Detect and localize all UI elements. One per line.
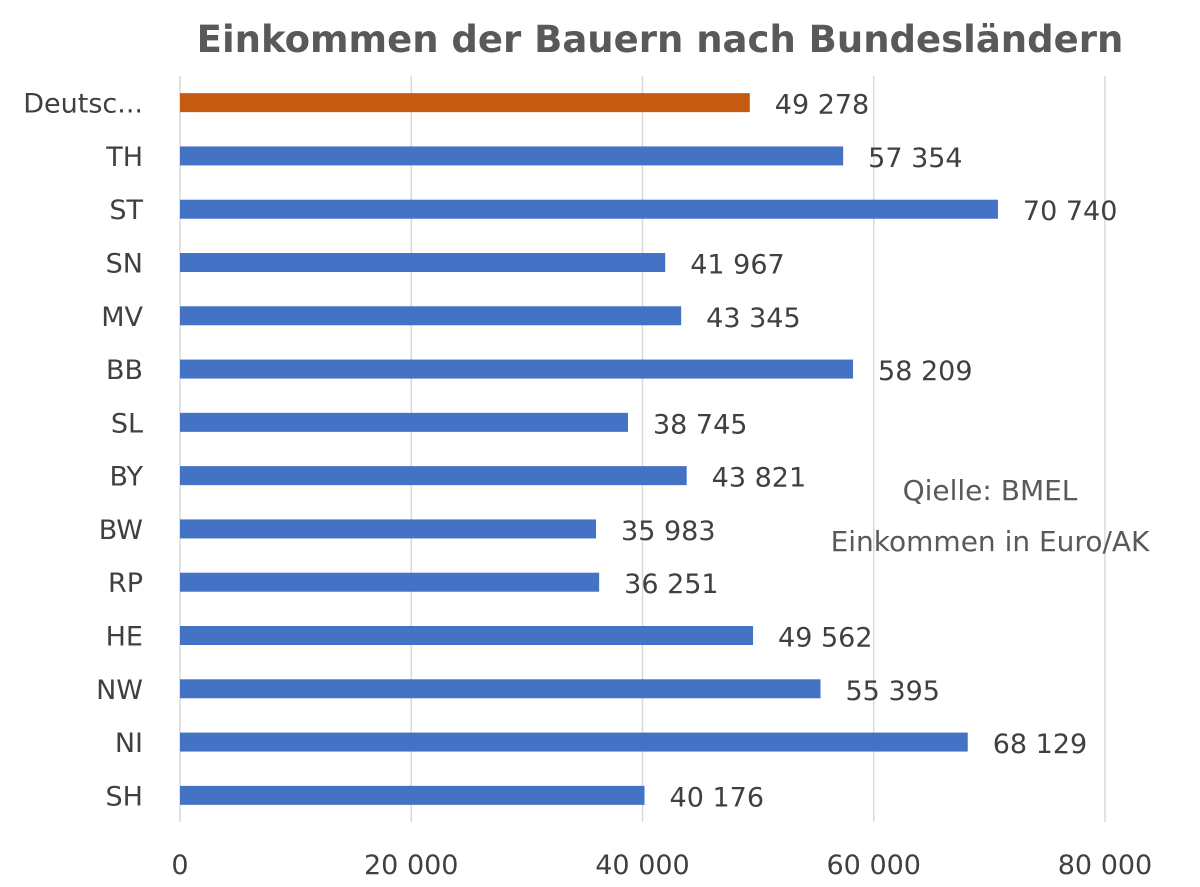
data-labels: 49 278 57 354 70 740 41 967 43 345 58 209 38 7… bbox=[621, 90, 1117, 814]
data-label: 55 395 bbox=[846, 676, 940, 707]
bar-SL bbox=[180, 412, 628, 432]
category-labels: Deutsc... TH ST SN MV BB SL BY BW RP HE NW NI SH bbox=[23, 89, 143, 813]
category-label: BY bbox=[109, 462, 143, 493]
x-axis-ticks: 0 20 000 40 000 60 000 80 000 bbox=[171, 850, 1152, 881]
chart-title: Einkommen der Bauern nach Bundesländern bbox=[197, 18, 1124, 61]
bar-Deutsc... bbox=[180, 93, 750, 113]
category-label: TH bbox=[105, 142, 143, 173]
category-label: BB bbox=[106, 355, 143, 386]
bar-RP bbox=[180, 572, 600, 592]
data-label: 49 562 bbox=[778, 623, 872, 654]
data-label: 43 821 bbox=[712, 463, 806, 494]
gridlines bbox=[179, 76, 1106, 822]
category-label: BW bbox=[99, 515, 143, 546]
data-label: 40 176 bbox=[670, 782, 764, 813]
bars bbox=[180, 93, 998, 805]
data-label: 57 354 bbox=[868, 143, 962, 174]
bar-MV bbox=[180, 306, 682, 326]
data-label: 35 983 bbox=[621, 516, 715, 547]
data-label: 38 745 bbox=[653, 409, 747, 440]
data-label: 36 251 bbox=[624, 569, 718, 600]
bar-TH bbox=[180, 146, 844, 166]
data-label: 68 129 bbox=[993, 729, 1087, 760]
x-tick-label: 0 bbox=[171, 850, 188, 881]
category-label: MV bbox=[101, 302, 143, 333]
x-tick-label: 80 000 bbox=[1058, 850, 1152, 881]
category-label: HE bbox=[106, 622, 143, 653]
bar-BY bbox=[180, 466, 687, 486]
x-tick-label: 60 000 bbox=[827, 850, 921, 881]
x-tick-label: 40 000 bbox=[595, 850, 689, 881]
data-label: 70 740 bbox=[1023, 196, 1117, 227]
bar-ST bbox=[180, 199, 998, 219]
bar-BB bbox=[180, 359, 854, 379]
category-label: SN bbox=[106, 249, 143, 280]
bar-BW bbox=[180, 519, 597, 539]
bar-SH bbox=[180, 785, 645, 805]
data-label: 43 345 bbox=[706, 303, 800, 334]
bar-HE bbox=[180, 626, 754, 645]
bar-NW bbox=[180, 679, 821, 699]
category-label: RP bbox=[108, 568, 143, 599]
category-label: Deutsc... bbox=[23, 89, 143, 120]
category-label: SH bbox=[106, 781, 143, 812]
category-label: NW bbox=[96, 675, 143, 706]
category-label: SL bbox=[111, 408, 143, 439]
data-label: 41 967 bbox=[690, 250, 784, 281]
category-label: NI bbox=[115, 728, 143, 759]
x-tick-label: 20 000 bbox=[364, 850, 458, 881]
bar-NI bbox=[180, 732, 968, 752]
source-annotation: Qielle: BMEL bbox=[903, 474, 1078, 507]
data-label: 58 209 bbox=[878, 356, 972, 387]
category-label: ST bbox=[109, 195, 143, 226]
data-label: 49 278 bbox=[775, 90, 869, 121]
bar-SN bbox=[180, 253, 666, 272]
unit-annotation: Einkommen in Euro/AK bbox=[831, 525, 1150, 558]
